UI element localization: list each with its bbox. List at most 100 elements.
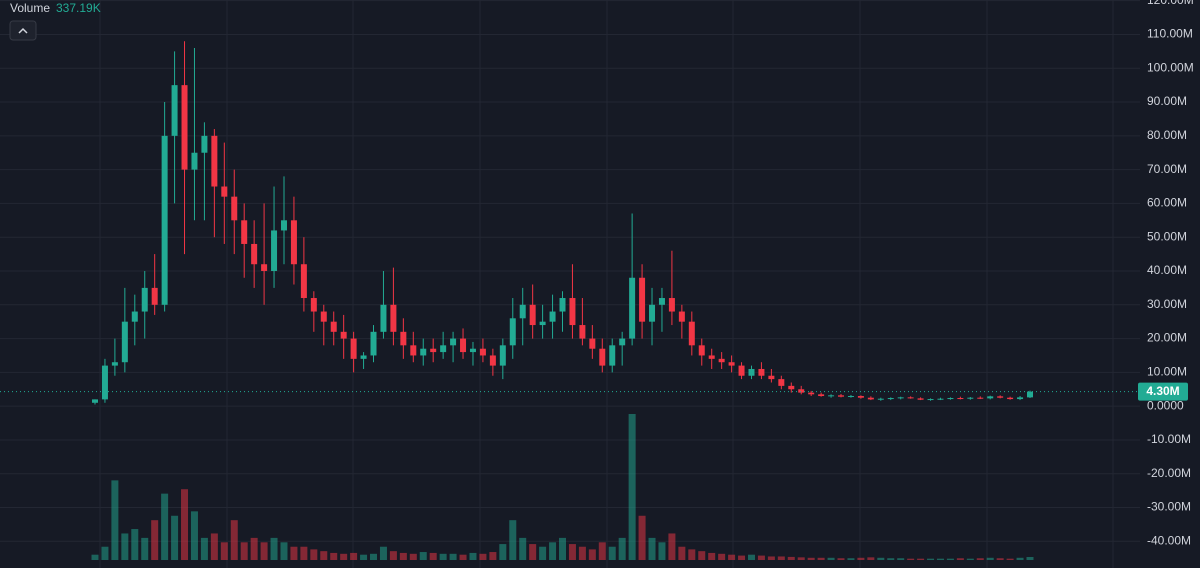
candle-body — [191, 152, 198, 170]
volume-bar — [469, 552, 477, 560]
y-tick-label: 90.00M — [1147, 94, 1187, 108]
volume-bar — [429, 552, 437, 560]
candle-body — [649, 304, 656, 322]
candle-body — [141, 287, 148, 312]
candle-body — [241, 220, 248, 244]
candle-body — [559, 298, 566, 312]
y-tick-label: -30.00M — [1147, 500, 1191, 514]
volume-bar — [131, 529, 139, 560]
candle-body — [987, 396, 994, 399]
candle-body — [111, 362, 118, 366]
candle-body — [549, 311, 556, 322]
candle-body — [907, 397, 914, 399]
volume-bar — [638, 515, 646, 560]
volume-bar — [200, 537, 208, 560]
candle-body — [101, 365, 108, 400]
volume-bar — [399, 552, 407, 560]
candle-body — [629, 277, 636, 339]
candle-body — [609, 345, 616, 366]
volume-bar — [389, 551, 397, 560]
candle-body — [768, 375, 775, 380]
volume-bar — [927, 558, 935, 560]
candle-body — [937, 398, 944, 400]
y-tick-label: 0.0000 — [1147, 398, 1184, 412]
candle-body — [599, 348, 606, 366]
volume-bar — [300, 546, 308, 560]
volume-bar — [539, 546, 547, 560]
candle-body — [619, 338, 626, 346]
volume-bar — [101, 546, 109, 560]
candle-body — [529, 304, 536, 326]
volume-bar — [917, 558, 925, 560]
volume-bar — [588, 549, 596, 560]
volume-bar — [171, 515, 179, 560]
candle-body — [688, 321, 695, 346]
candle-body — [121, 321, 128, 363]
volume-bar — [559, 537, 566, 560]
y-tick-label: 20.00M — [1147, 331, 1187, 345]
volume-bar — [797, 557, 805, 560]
volume-bar — [240, 542, 248, 560]
candle-body — [380, 304, 387, 332]
candle-body — [967, 397, 974, 399]
volume-bar — [519, 537, 527, 560]
volume-bar — [578, 546, 586, 560]
candle-body — [201, 135, 208, 153]
y-tick-label: -20.00M — [1147, 466, 1191, 480]
candle-body — [92, 399, 98, 403]
candle-body — [589, 338, 596, 349]
candle-body — [1027, 391, 1033, 398]
candle-body — [131, 311, 138, 322]
candle-body — [430, 348, 437, 353]
y-tick-label: 70.00M — [1147, 162, 1187, 176]
candle-body — [917, 398, 924, 400]
candle-body — [370, 331, 377, 356]
candle-body — [798, 389, 805, 393]
candle-body — [947, 398, 954, 400]
candle-body — [360, 355, 367, 359]
candle-body — [788, 385, 795, 390]
candle-body — [838, 395, 845, 397]
volume-bar — [986, 557, 994, 560]
volume-bar — [121, 533, 129, 560]
candle-body — [310, 298, 317, 312]
volume-bar — [350, 552, 358, 560]
volume-bar — [897, 558, 905, 560]
candle-body — [698, 345, 705, 356]
candle-body — [668, 298, 675, 312]
candle-body — [300, 264, 307, 299]
volume-bar — [141, 537, 149, 560]
volume-bar — [419, 552, 427, 560]
volume-bar — [618, 537, 626, 560]
volume-bar — [718, 553, 726, 560]
candle-body — [658, 298, 665, 305]
candle-body — [927, 399, 934, 401]
volume-bar — [190, 511, 198, 560]
candle-body — [678, 311, 685, 322]
candle-body — [231, 196, 238, 221]
candle-body — [450, 338, 457, 346]
candle-body — [469, 348, 476, 353]
volume-bar — [290, 546, 298, 560]
volume-bar — [907, 558, 915, 560]
y-tick-label: 60.00M — [1147, 196, 1187, 210]
volume-bar — [976, 558, 984, 560]
volume-bar — [479, 553, 487, 560]
candle-body — [857, 396, 864, 398]
volume-value: 337.19K — [56, 1, 101, 15]
volume-bar — [1006, 558, 1014, 560]
volume-bar — [549, 542, 557, 560]
candle-body — [460, 338, 467, 353]
volume-bar — [310, 549, 318, 560]
candle-body — [280, 220, 287, 231]
collapse-button[interactable] — [9, 20, 37, 41]
candle-body — [400, 331, 407, 346]
volume-bar — [220, 542, 228, 560]
candle-body — [161, 135, 168, 305]
volume-bar — [767, 556, 775, 560]
candle-body — [271, 230, 278, 271]
candle-body — [221, 186, 228, 197]
volume-bar — [628, 414, 636, 560]
candle-body — [340, 331, 347, 339]
